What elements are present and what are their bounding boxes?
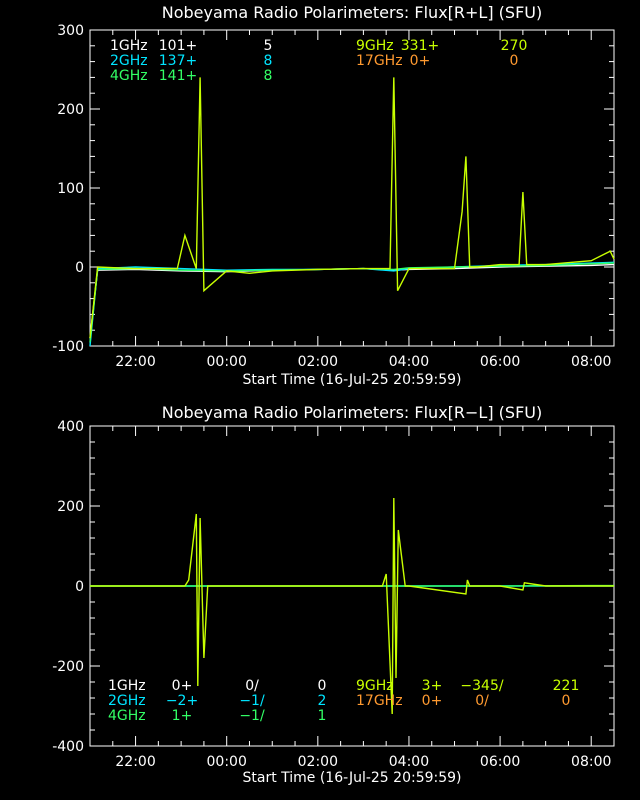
legend-entry: 3+ (422, 678, 443, 694)
legend-entry: 8 (264, 53, 273, 69)
x-tick-label: 08:00 (571, 754, 611, 770)
legend-entry: −1/ (239, 708, 265, 724)
legend-entry: 101+ (159, 38, 197, 54)
chart-title: Nobeyama Radio Polarimeters: Flux[R−L] (… (162, 403, 542, 422)
legend-entry: 0/ (475, 693, 489, 709)
legend-entry: 137+ (159, 53, 197, 69)
x-tick-label: 02:00 (298, 754, 338, 770)
legend-entry: 0 (318, 678, 327, 694)
y-tick-label: 0 (75, 579, 84, 595)
legend-entry: 0 (510, 53, 519, 69)
legend-entry: 4GHz (110, 68, 148, 84)
legend-entry: 0/ (245, 678, 259, 694)
y-tick-label: 0 (75, 260, 84, 276)
legend-entry: 5 (264, 38, 273, 54)
legend-entry: 0+ (410, 53, 431, 69)
legend-entry: 2 (318, 693, 327, 709)
legend-entry: 17GHz (356, 53, 403, 69)
legend-entry: 1GHz (108, 678, 146, 694)
x-tick-label: 04:00 (389, 754, 429, 770)
y-tick-label: 200 (57, 499, 84, 515)
x-tick-label: 22:00 (115, 754, 155, 770)
y-tick-label: 200 (57, 102, 84, 118)
legend-entry: 141+ (159, 68, 197, 84)
series-line-1ghz (89, 263, 615, 339)
x-tick-label: 00:00 (207, 754, 247, 770)
y-tick-label: 100 (57, 181, 84, 197)
legend-entry: 1+ (172, 708, 193, 724)
legend-entry: 0+ (422, 693, 443, 709)
y-tick-label: 400 (57, 419, 84, 435)
legend-entry: 270 (501, 38, 528, 54)
y-tick-label: -100 (52, 339, 84, 355)
y-tick-label: -200 (52, 659, 84, 675)
legend-entry: 221 (553, 678, 580, 694)
series-line-9ghz (89, 77, 615, 339)
legend-entry: −345/ (460, 678, 503, 694)
y-tick-label: 300 (57, 23, 84, 39)
legend-entry: 1GHz (110, 38, 148, 54)
legend-entry: 9GHz (356, 38, 394, 54)
x-tick-label: 22:00 (115, 354, 155, 370)
legend-entry: −1/ (239, 693, 265, 709)
legend-entry: 9GHz (356, 678, 394, 694)
legend-entry: −2+ (166, 693, 198, 709)
legend-entry: 2GHz (110, 53, 148, 69)
legend-entry: 1 (318, 708, 327, 724)
legend-entry: 2GHz (108, 693, 146, 709)
x-tick-label: 02:00 (298, 354, 338, 370)
legend-entry: 0+ (172, 678, 193, 694)
series-line-2ghz (89, 261, 615, 347)
x-tick-label: 00:00 (207, 354, 247, 370)
series-line-9ghz (90, 497, 614, 715)
legend-entry: 8 (264, 68, 273, 84)
x-axis-label: Start Time (16-Jul-25 20:59:59) (242, 770, 461, 786)
legend-entry: 0 (562, 693, 571, 709)
legend-entry: 4GHz (108, 708, 146, 724)
x-axis-label: Start Time (16-Jul-25 20:59:59) (242, 372, 461, 388)
x-tick-label: 04:00 (389, 354, 429, 370)
series-line-4ghz (89, 262, 615, 343)
x-tick-label: 06:00 (480, 354, 520, 370)
x-tick-label: 08:00 (571, 354, 611, 370)
legend-entry: 17GHz (356, 693, 403, 709)
x-tick-label: 06:00 (480, 754, 520, 770)
legend-entry: 331+ (401, 38, 439, 54)
chart-title: Nobeyama Radio Polarimeters: Flux[R+L] (… (162, 3, 542, 22)
y-tick-label: -400 (52, 739, 84, 755)
